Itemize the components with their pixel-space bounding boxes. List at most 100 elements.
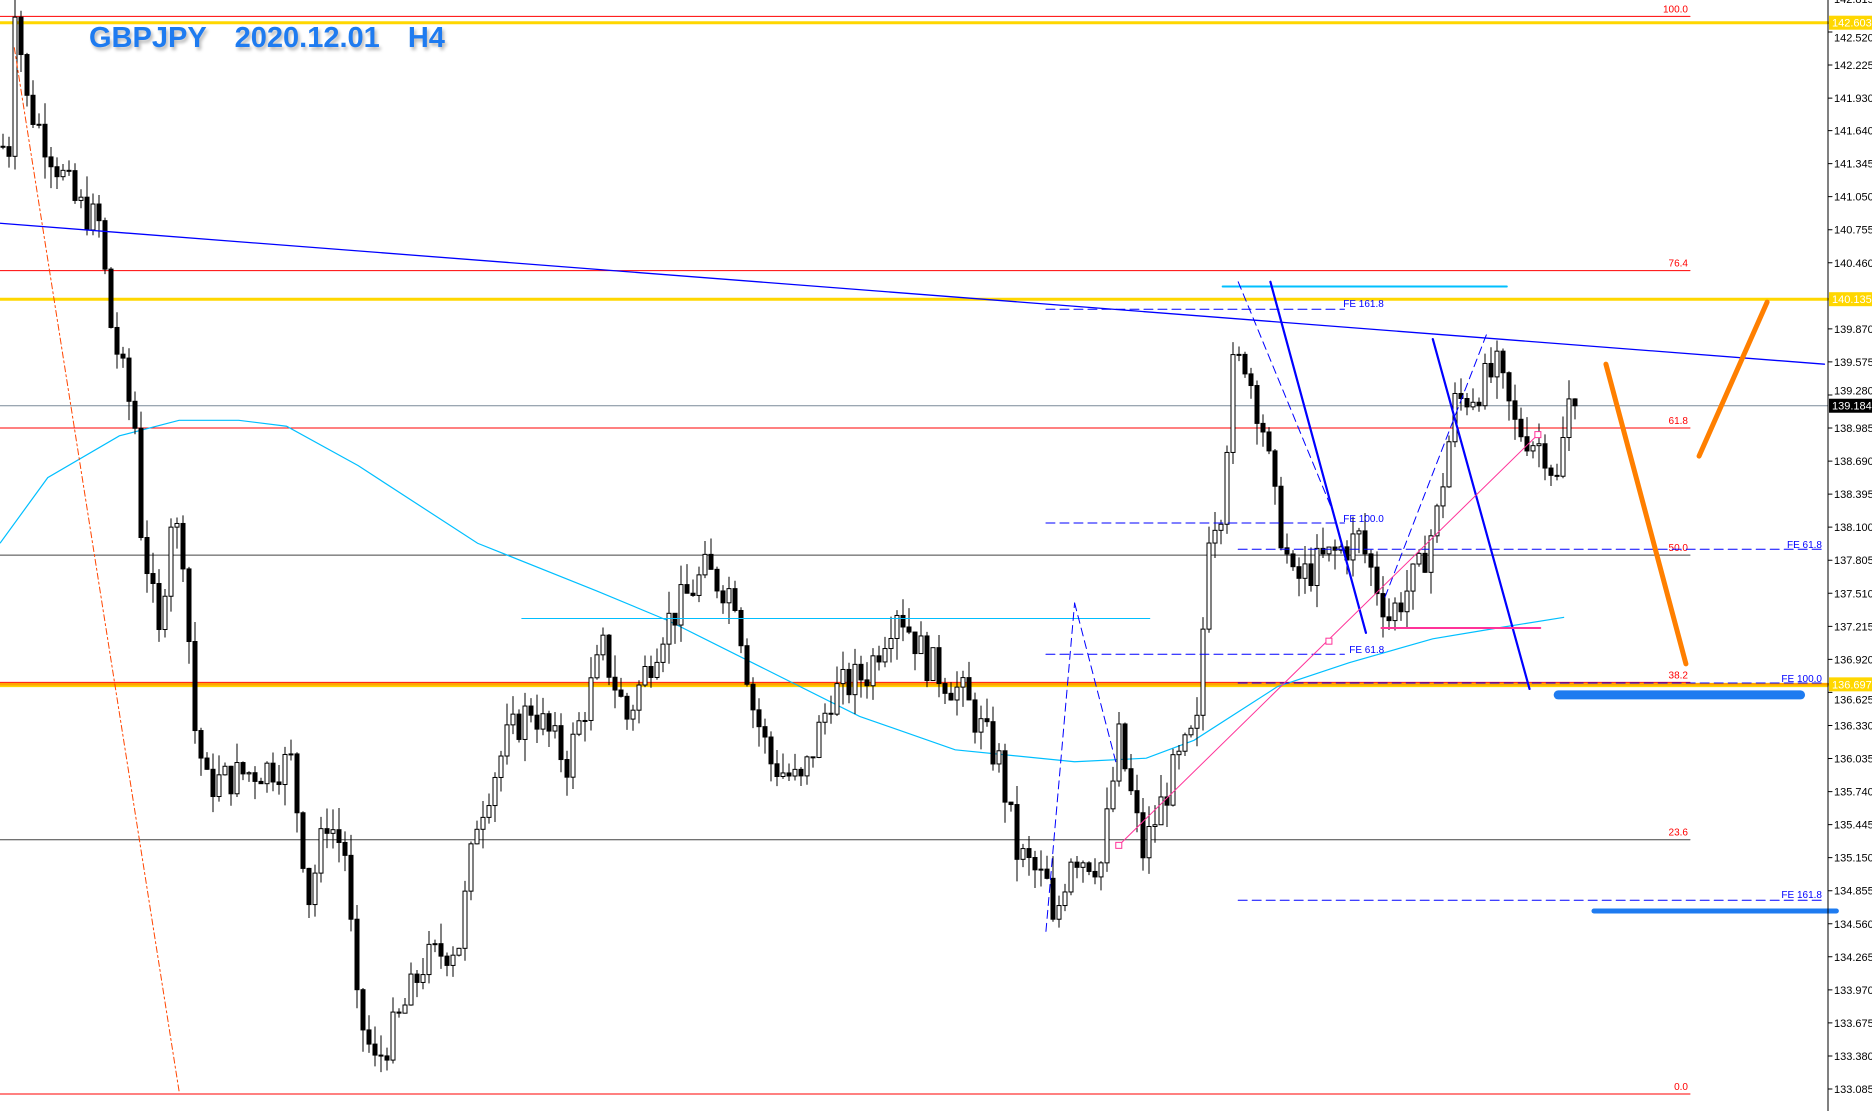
bull-candle xyxy=(960,677,966,688)
axis-tick-label: 135.150 xyxy=(1834,853,1872,865)
bull-candle xyxy=(1080,862,1086,868)
wave-dashed-line xyxy=(1237,281,1335,514)
bear-candle xyxy=(690,592,696,596)
bull-candle xyxy=(666,612,672,645)
axis-tick-label: 139.575 xyxy=(1834,357,1872,369)
bear-candle xyxy=(864,679,870,687)
bear-candle xyxy=(294,753,300,814)
price-label-text: 139.184 xyxy=(1832,401,1872,413)
bull-candle xyxy=(330,829,336,834)
bear-candle xyxy=(708,553,714,570)
bear-candle xyxy=(204,757,210,770)
bull-candle xyxy=(654,661,660,678)
bear-candle xyxy=(1308,563,1314,587)
bull-candle xyxy=(1446,441,1452,488)
fib-expansion-label: FE 61.8 xyxy=(1349,645,1384,656)
bear-candle xyxy=(1122,723,1128,770)
bull-candle xyxy=(1560,437,1566,477)
bear-candle xyxy=(1014,804,1020,860)
bear-candle xyxy=(300,812,306,869)
bull-candle xyxy=(282,753,288,786)
candles xyxy=(0,0,1578,1073)
bull-candle xyxy=(1536,443,1542,447)
fib-level-label: 23.6 xyxy=(1669,828,1689,839)
bear-candle xyxy=(18,16,24,56)
bear-candle xyxy=(942,683,948,694)
bear-candle xyxy=(126,357,132,402)
bear-candle xyxy=(72,170,78,201)
fib-level-label: 76.4 xyxy=(1669,259,1689,270)
bull-candle xyxy=(816,721,822,758)
bear-candle xyxy=(444,955,450,966)
chart-title: GBPJPY 2020.12.01 H4 xyxy=(89,22,473,55)
bull-candle xyxy=(1314,547,1320,587)
bull-candle xyxy=(1326,546,1332,555)
bull-candle xyxy=(1068,861,1074,893)
symbol-label: GBPJPY xyxy=(89,22,207,54)
axis-tick-label: 142.225 xyxy=(1834,60,1872,72)
axis-tick-label: 138.100 xyxy=(1834,522,1872,534)
bear-candle xyxy=(0,145,6,148)
bull-candle xyxy=(264,762,270,785)
bear-candle xyxy=(240,762,246,775)
bull-candle xyxy=(1098,862,1104,878)
bear-candle xyxy=(1368,553,1374,568)
bull-candle xyxy=(1416,552,1422,565)
bull-candle xyxy=(504,724,510,757)
bear-candle xyxy=(1134,790,1140,814)
bear-candle xyxy=(192,641,198,732)
bull-candle xyxy=(1182,734,1188,752)
moving-average-line xyxy=(0,419,1565,763)
bull-candle xyxy=(498,755,504,778)
bear-candle xyxy=(210,768,216,798)
bear-candle xyxy=(1008,801,1014,806)
price-label-text: 140.135 xyxy=(1832,294,1872,306)
bear-candle xyxy=(120,353,126,359)
bear-candle xyxy=(354,918,360,991)
bear-candle xyxy=(672,612,678,626)
bull-candle xyxy=(468,843,474,892)
bull-candle xyxy=(168,526,174,597)
bear-candle xyxy=(990,721,996,765)
bear-candle xyxy=(828,712,834,715)
bull-candle xyxy=(594,654,600,679)
fib-level-label: 100.0 xyxy=(1663,4,1688,15)
bull-candle xyxy=(222,765,228,776)
bear-candle xyxy=(1086,862,1092,872)
bull-candle xyxy=(978,718,984,733)
bear-candle xyxy=(966,677,972,701)
bull-candle xyxy=(78,196,84,201)
price-label-box xyxy=(1829,398,1872,413)
bull-candle xyxy=(1110,780,1116,810)
bull-candle xyxy=(420,974,426,983)
bull-candle xyxy=(1056,905,1062,920)
bull-candle xyxy=(1530,445,1536,452)
bull-candle xyxy=(834,683,840,715)
bull-candle xyxy=(486,805,492,818)
bear-candle xyxy=(714,568,720,592)
price-label-text: 136.697 xyxy=(1832,679,1872,691)
bull-candle xyxy=(1302,563,1308,579)
descending-trendline xyxy=(0,222,1826,365)
bear-candle xyxy=(924,635,930,682)
bear-candle xyxy=(30,94,36,125)
bear-candle xyxy=(324,828,330,834)
bear-candle xyxy=(96,203,102,222)
bear-candle xyxy=(150,573,156,584)
bear-candle xyxy=(276,781,282,786)
bear-candle xyxy=(948,692,954,701)
bull-candle xyxy=(408,973,414,1006)
axis-tick-label: 139.280 xyxy=(1834,386,1872,398)
bull-candle xyxy=(696,574,702,596)
bear-candle xyxy=(1386,616,1392,622)
bull-candle xyxy=(792,768,798,777)
axis-tick-label: 133.380 xyxy=(1834,1051,1872,1063)
bear-candle xyxy=(1506,372,1512,402)
bull-candle xyxy=(492,776,498,807)
bull-candle xyxy=(1188,727,1194,736)
bull-candle xyxy=(234,762,240,795)
bear-candle xyxy=(48,156,54,168)
projection-arrow-down xyxy=(1603,361,1689,667)
bear-candle xyxy=(258,780,264,785)
